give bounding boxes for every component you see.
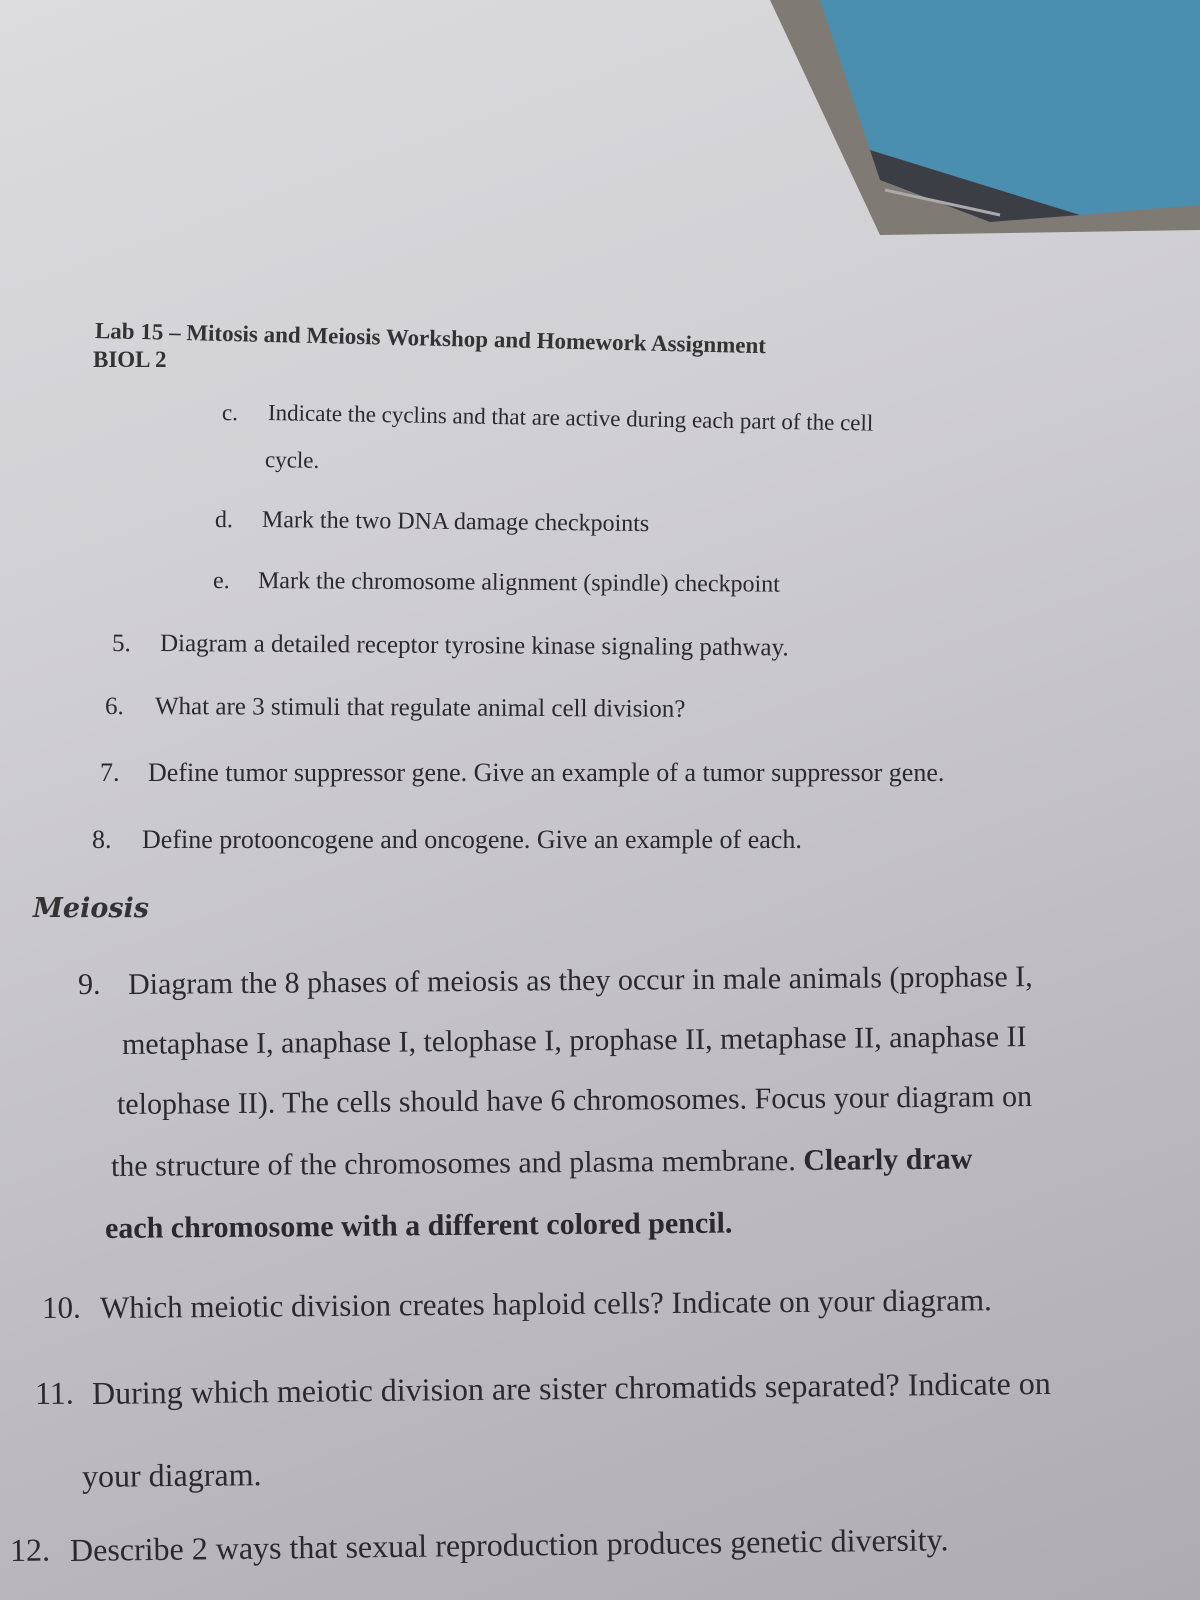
bold-text: each chromosome with a different colored… [104, 1206, 733, 1245]
question-label: 12. [9, 1531, 51, 1568]
question-label: 5. [111, 630, 131, 658]
course: BIOL 2 [93, 347, 167, 372]
question-label: d. [214, 507, 234, 534]
question-line: Define tumor suppressor gene. Give an ex… [148, 758, 944, 788]
question-label: 11. [34, 1374, 74, 1411]
question-line: What are 3 stimuli that regulate animal … [155, 693, 686, 724]
question-text: the structure of the chromosomes and pla… [110, 1144, 796, 1183]
question-text: Describe 2 ways that sexual reproduction… [69, 1521, 949, 1568]
question-line: cycle. [265, 447, 320, 474]
question-text: cycle. [264, 447, 320, 473]
question-line: Mark the chromosome alignment (spindle) … [258, 568, 780, 599]
question-text: Which meiotic division creates haploid c… [99, 1282, 992, 1325]
question-text: Mark the chromosome alignment (spindle) … [257, 568, 780, 598]
question-text: During which meiotic division are sister… [91, 1364, 1051, 1411]
question-label: e. [212, 568, 230, 595]
question-line: metaphase I, anaphase I, telophase I, pr… [122, 1020, 1027, 1062]
question-line: Which meiotic division creates haploid c… [100, 1282, 992, 1326]
question-line: telophase II). The cells should have 6 c… [117, 1080, 1032, 1122]
question-label: 8. [92, 825, 112, 854]
question-line: During which meiotic division are sister… [92, 1365, 1051, 1412]
question-line: Mark the two DNA damage checkpoints [262, 507, 649, 538]
question-text: Mark the two DNA damage checkpoints [261, 507, 650, 538]
question-line: the structure of the chromosomes and pla… [111, 1142, 973, 1184]
question-label: 9. [77, 967, 101, 1001]
question-text: telophase II). The cells should have 6 c… [116, 1080, 1033, 1121]
question-line: Describe 2 ways that sexual reproduction… [70, 1521, 949, 1569]
question-label: 7. [100, 758, 120, 787]
question-line: each chromosome with a different colored… [105, 1207, 733, 1246]
question-text: metaphase I, anaphase I, telophase I, pr… [121, 1020, 1027, 1061]
question-text: Indicate the cyclins and that are active… [267, 400, 874, 436]
question-text: Diagram the 8 phases of meiosis as they … [127, 960, 1033, 1001]
question-line: Define protooncogene and oncogene. Give … [142, 825, 802, 855]
question-label: 10. [41, 1289, 81, 1325]
question-text: What are 3 stimuli that regulate animal … [154, 693, 686, 723]
question-text: Define protooncogene and oncogene. Give … [142, 825, 802, 854]
question-line: Indicate the cyclins and that are active… [268, 400, 874, 437]
bold-text: Clearly draw [803, 1142, 973, 1177]
question-text: your diagram. [81, 1456, 262, 1494]
section-heading: Meiosis [33, 893, 149, 924]
question-text: Define tumor suppressor gene. Give an ex… [148, 758, 945, 787]
question-line: Diagram a detailed receptor tyrosine kin… [160, 630, 789, 662]
doc-title: Lab 15 – Mitosis and Meiosis Workshop an… [94, 318, 767, 359]
question-line: Diagram the 8 phases of meiosis as they … [128, 960, 1033, 1002]
question-text: Diagram a detailed receptor tyrosine kin… [159, 630, 789, 662]
question-label: c. [221, 400, 239, 426]
background-photo [770, 0, 1200, 235]
question-line: your diagram. [82, 1456, 262, 1495]
question-label: 6. [104, 693, 124, 721]
